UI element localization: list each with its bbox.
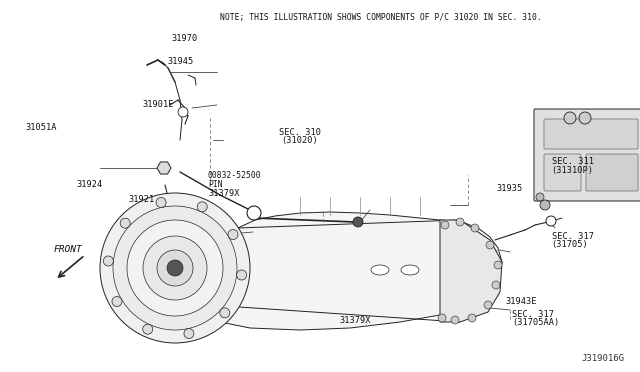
Text: (31705AA): (31705AA): [512, 318, 559, 327]
Text: (31020): (31020): [281, 136, 318, 145]
Text: (31310P): (31310P): [552, 166, 594, 174]
Text: 31945: 31945: [168, 57, 194, 65]
Ellipse shape: [100, 193, 250, 343]
Circle shape: [484, 301, 492, 309]
Text: NOTE; THIS ILLUSTRATION SHOWS COMPONENTS OF P/C 31020 IN SEC. 310.: NOTE; THIS ILLUSTRATION SHOWS COMPONENTS…: [220, 13, 541, 22]
Text: 31935: 31935: [496, 184, 522, 193]
Circle shape: [579, 112, 591, 124]
Circle shape: [167, 260, 183, 276]
Text: 31379X: 31379X: [339, 316, 371, 325]
Circle shape: [228, 230, 238, 240]
Circle shape: [486, 241, 494, 249]
Polygon shape: [195, 212, 502, 330]
Text: SEC. 310: SEC. 310: [278, 128, 321, 137]
Text: SEC. 311: SEC. 311: [552, 157, 594, 166]
Circle shape: [492, 281, 500, 289]
Circle shape: [441, 221, 449, 229]
Text: (31705): (31705): [552, 240, 588, 249]
Circle shape: [143, 324, 153, 334]
Text: 31924: 31924: [77, 180, 103, 189]
Text: FRONT: FRONT: [53, 245, 82, 254]
Text: 31379X: 31379X: [208, 189, 239, 198]
Circle shape: [456, 218, 464, 226]
Text: 00832-52500: 00832-52500: [208, 171, 262, 180]
Circle shape: [127, 220, 223, 316]
Polygon shape: [440, 220, 502, 322]
Circle shape: [178, 107, 188, 117]
Circle shape: [220, 308, 230, 318]
Circle shape: [353, 217, 363, 227]
Circle shape: [156, 198, 166, 208]
Circle shape: [540, 200, 550, 210]
FancyBboxPatch shape: [544, 154, 581, 191]
Circle shape: [451, 316, 459, 324]
Circle shape: [471, 224, 479, 232]
Text: J319016G: J319016G: [581, 354, 624, 363]
Circle shape: [104, 256, 113, 266]
Circle shape: [247, 206, 261, 220]
Text: PIN: PIN: [208, 180, 223, 189]
Circle shape: [113, 206, 237, 330]
Circle shape: [197, 202, 207, 212]
Text: SEC. 317: SEC. 317: [552, 232, 594, 241]
FancyBboxPatch shape: [534, 109, 640, 201]
Text: 31921: 31921: [128, 195, 154, 204]
Circle shape: [494, 261, 502, 269]
Circle shape: [157, 250, 193, 286]
Text: 31901E: 31901E: [142, 100, 173, 109]
Circle shape: [468, 314, 476, 322]
Circle shape: [438, 314, 446, 322]
Text: 31051A: 31051A: [26, 123, 57, 132]
Circle shape: [536, 193, 544, 201]
Ellipse shape: [401, 265, 419, 275]
FancyBboxPatch shape: [544, 119, 638, 149]
Polygon shape: [157, 162, 171, 174]
Ellipse shape: [371, 265, 389, 275]
Circle shape: [120, 218, 130, 228]
Text: SEC. 317: SEC. 317: [512, 310, 554, 319]
Circle shape: [237, 270, 246, 280]
Text: 31943E: 31943E: [506, 297, 537, 306]
Circle shape: [112, 296, 122, 307]
Circle shape: [184, 328, 194, 339]
Circle shape: [546, 216, 556, 226]
Text: 31970: 31970: [172, 34, 198, 43]
Circle shape: [564, 112, 576, 124]
Circle shape: [143, 236, 207, 300]
FancyBboxPatch shape: [586, 154, 638, 191]
